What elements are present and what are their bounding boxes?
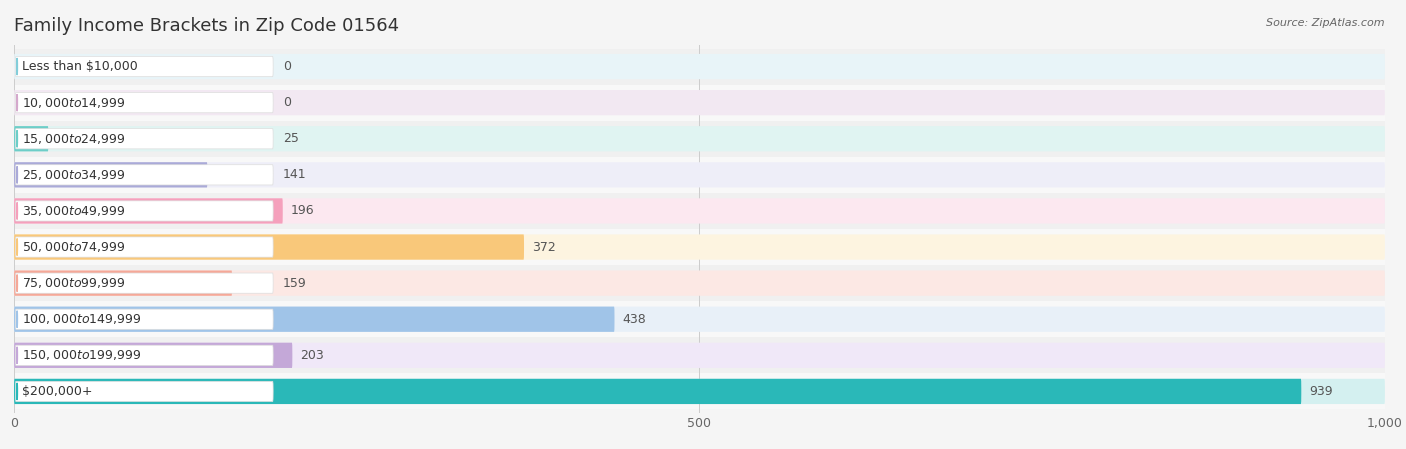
Text: Family Income Brackets in Zip Code 01564: Family Income Brackets in Zip Code 01564 (14, 17, 399, 35)
Bar (14, 84, 1385, 121)
Bar (14, 193, 1385, 229)
FancyBboxPatch shape (14, 234, 524, 260)
Text: 196: 196 (291, 204, 315, 217)
FancyBboxPatch shape (14, 307, 1385, 332)
FancyBboxPatch shape (14, 270, 1385, 296)
FancyBboxPatch shape (14, 54, 1385, 79)
FancyBboxPatch shape (14, 198, 1385, 224)
FancyBboxPatch shape (15, 345, 273, 365)
Bar (14, 48, 1385, 84)
FancyBboxPatch shape (14, 162, 1385, 188)
Text: 141: 141 (283, 168, 307, 181)
Bar (14, 337, 1385, 374)
FancyBboxPatch shape (15, 57, 273, 77)
FancyBboxPatch shape (14, 126, 1385, 151)
Bar (14, 374, 1385, 409)
Bar (14, 265, 1385, 301)
FancyBboxPatch shape (14, 379, 1302, 404)
Text: $75,000 to $99,999: $75,000 to $99,999 (21, 276, 125, 290)
Text: 0: 0 (283, 60, 291, 73)
FancyBboxPatch shape (14, 162, 207, 188)
Text: $50,000 to $74,999: $50,000 to $74,999 (21, 240, 125, 254)
FancyBboxPatch shape (15, 129, 273, 149)
FancyBboxPatch shape (14, 343, 1385, 368)
Text: $15,000 to $24,999: $15,000 to $24,999 (21, 132, 125, 146)
FancyBboxPatch shape (15, 309, 273, 329)
FancyBboxPatch shape (14, 126, 48, 151)
Text: 939: 939 (1309, 385, 1333, 398)
Bar (14, 229, 1385, 265)
Text: 25: 25 (283, 132, 298, 145)
FancyBboxPatch shape (14, 270, 232, 296)
FancyBboxPatch shape (15, 92, 273, 113)
Text: Source: ZipAtlas.com: Source: ZipAtlas.com (1267, 18, 1385, 28)
Bar (14, 157, 1385, 193)
Text: 372: 372 (533, 241, 555, 254)
Text: 0: 0 (283, 96, 291, 109)
Text: $25,000 to $34,999: $25,000 to $34,999 (21, 168, 125, 182)
FancyBboxPatch shape (15, 237, 273, 257)
Text: $35,000 to $49,999: $35,000 to $49,999 (21, 204, 125, 218)
FancyBboxPatch shape (14, 198, 283, 224)
Text: $200,000+: $200,000+ (21, 385, 91, 398)
FancyBboxPatch shape (15, 165, 273, 185)
Text: 203: 203 (301, 349, 325, 362)
FancyBboxPatch shape (14, 343, 292, 368)
Bar (14, 301, 1385, 337)
FancyBboxPatch shape (14, 90, 1385, 115)
FancyBboxPatch shape (14, 234, 1385, 260)
Text: $10,000 to $14,999: $10,000 to $14,999 (21, 96, 125, 110)
Text: $100,000 to $149,999: $100,000 to $149,999 (21, 312, 141, 326)
Text: 438: 438 (623, 313, 647, 326)
FancyBboxPatch shape (15, 273, 273, 293)
FancyBboxPatch shape (14, 379, 1385, 404)
Text: 159: 159 (283, 277, 307, 290)
Bar (14, 121, 1385, 157)
FancyBboxPatch shape (15, 201, 273, 221)
FancyBboxPatch shape (14, 307, 614, 332)
FancyBboxPatch shape (15, 381, 273, 401)
Text: Less than $10,000: Less than $10,000 (21, 60, 138, 73)
Text: $150,000 to $199,999: $150,000 to $199,999 (21, 348, 141, 362)
